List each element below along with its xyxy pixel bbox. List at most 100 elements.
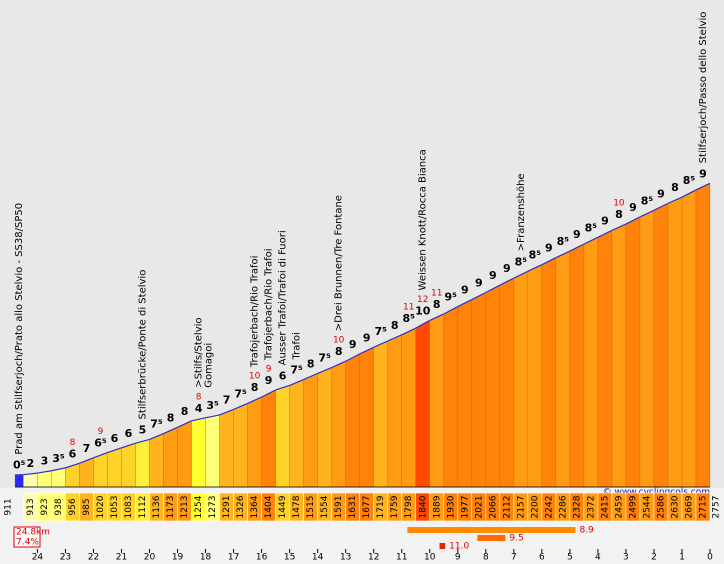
elevation-label: 1136: [152, 495, 162, 518]
profile-edge: [261, 389, 276, 398]
grade-label: 8⁵: [529, 249, 542, 262]
grade-label: 9: [349, 338, 357, 351]
segment: [345, 353, 360, 488]
segment: [695, 183, 711, 488]
grade-label: 7⁵: [234, 387, 247, 400]
grade-label: 9: [461, 284, 469, 297]
profile-edge: [317, 366, 332, 374]
profile-edge: [289, 378, 304, 386]
segment: [513, 271, 528, 488]
segment: [289, 379, 304, 488]
segment: [303, 373, 318, 488]
elevation-label: 1254: [194, 495, 204, 518]
profile-edge: [597, 229, 613, 238]
grade-label: 9: [657, 187, 665, 200]
place-name: Prad am Stilfserjoch/Prato allo Stelvio …: [14, 203, 25, 455]
max-grade: 11: [403, 303, 414, 313]
grade-label: 7⁵: [318, 352, 331, 365]
elevation-label: 1173: [166, 496, 176, 519]
segment: [261, 389, 276, 488]
grade-label: 2: [27, 457, 35, 470]
segment: [681, 189, 697, 488]
elevation-label: 1798: [404, 495, 414, 518]
segment: [359, 347, 374, 488]
profile-edge: [653, 202, 669, 211]
elevation-label: 1677: [362, 496, 372, 519]
segment: [667, 196, 683, 488]
max-grade: 12: [417, 295, 428, 305]
segment: [163, 427, 178, 488]
grade-label: 8: [251, 381, 259, 394]
profile-edge: [667, 196, 683, 204]
grade-label: 7: [83, 442, 91, 455]
elevation-label: 923: [40, 498, 50, 515]
profile-edge: [611, 223, 627, 231]
elevation-label: 911: [4, 498, 14, 515]
segment: [247, 396, 262, 488]
place-name: >Drei Brunnen/Tre Fontane: [334, 195, 345, 331]
profile-edge: [513, 270, 529, 279]
grade-label: 8⁵: [515, 255, 528, 268]
place-name: Ausser Trafoi/Trafoi di Fuori: [278, 230, 289, 365]
profile-edge: [499, 277, 515, 286]
grade-label: 0⁵: [13, 459, 26, 472]
x-tick-label: 9: [455, 553, 461, 563]
profile-edge: [569, 243, 585, 252]
x-tick-label: 3: [623, 553, 629, 563]
grade-label: 8: [181, 405, 189, 418]
grade-label: 4: [195, 402, 203, 415]
grade-label: 6: [279, 369, 287, 382]
elevation-label: 1554: [320, 495, 330, 518]
grade-label: 6: [69, 447, 77, 460]
place-name: Trafojerbach/Rio Trafoi: [264, 248, 275, 361]
elevation-label: 2757: [712, 496, 722, 519]
x-tick-label: 21: [116, 553, 127, 563]
segment: [541, 257, 557, 488]
x-tick-label: 22: [88, 553, 99, 563]
summary-value: 9.5: [509, 534, 523, 544]
elevation-label: 2669: [684, 495, 694, 518]
profile-edge: [359, 346, 374, 355]
segment: [135, 439, 150, 488]
profile-edge: [191, 417, 206, 422]
segment: [93, 452, 108, 488]
grade-label: 8: [433, 298, 441, 311]
profile-edge: [387, 334, 402, 342]
segment: [555, 250, 571, 488]
segment: [429, 313, 444, 488]
profile-edge: [23, 472, 38, 476]
profile-edge: [247, 396, 262, 404]
profile-edge: [219, 408, 234, 416]
elevation-label: 2715: [698, 496, 708, 519]
elevation-label: 1515: [306, 496, 316, 519]
profile-edge: [177, 420, 192, 428]
elevation-label: 2415: [600, 496, 610, 519]
x-tick-label: 18: [200, 553, 212, 563]
max-grade: 10: [249, 372, 261, 382]
grade-label: 6: [111, 432, 119, 445]
segment: [107, 447, 122, 488]
segment: [121, 443, 136, 488]
segment: [625, 216, 641, 488]
grade-label: 9: [265, 374, 273, 387]
profile-edge: [79, 457, 94, 464]
elevation-label: 1020: [96, 495, 106, 518]
profile-edge: [205, 414, 220, 419]
grade-label: 3⁵: [206, 399, 219, 412]
elevation-label: 2066: [488, 495, 498, 518]
segment: [177, 420, 192, 488]
grade-label: 9: [699, 167, 707, 180]
x-tick-label: 4: [595, 553, 601, 563]
elevation-label: 1404: [264, 495, 274, 518]
place-name: Weissen Knott/Rocca Bianca: [418, 149, 429, 290]
summary-value: 11.0: [449, 542, 469, 552]
profile-edge: [401, 327, 417, 336]
elevation-label: 2459: [614, 495, 624, 518]
grade-label: 7⁵: [290, 364, 303, 377]
summary-bar: [477, 535, 506, 541]
max-grade: 8: [196, 392, 202, 402]
profile-edge: [485, 284, 501, 294]
grade-label: 9: [475, 276, 483, 289]
x-tick-label: 1: [679, 553, 685, 563]
segment: [457, 299, 472, 488]
